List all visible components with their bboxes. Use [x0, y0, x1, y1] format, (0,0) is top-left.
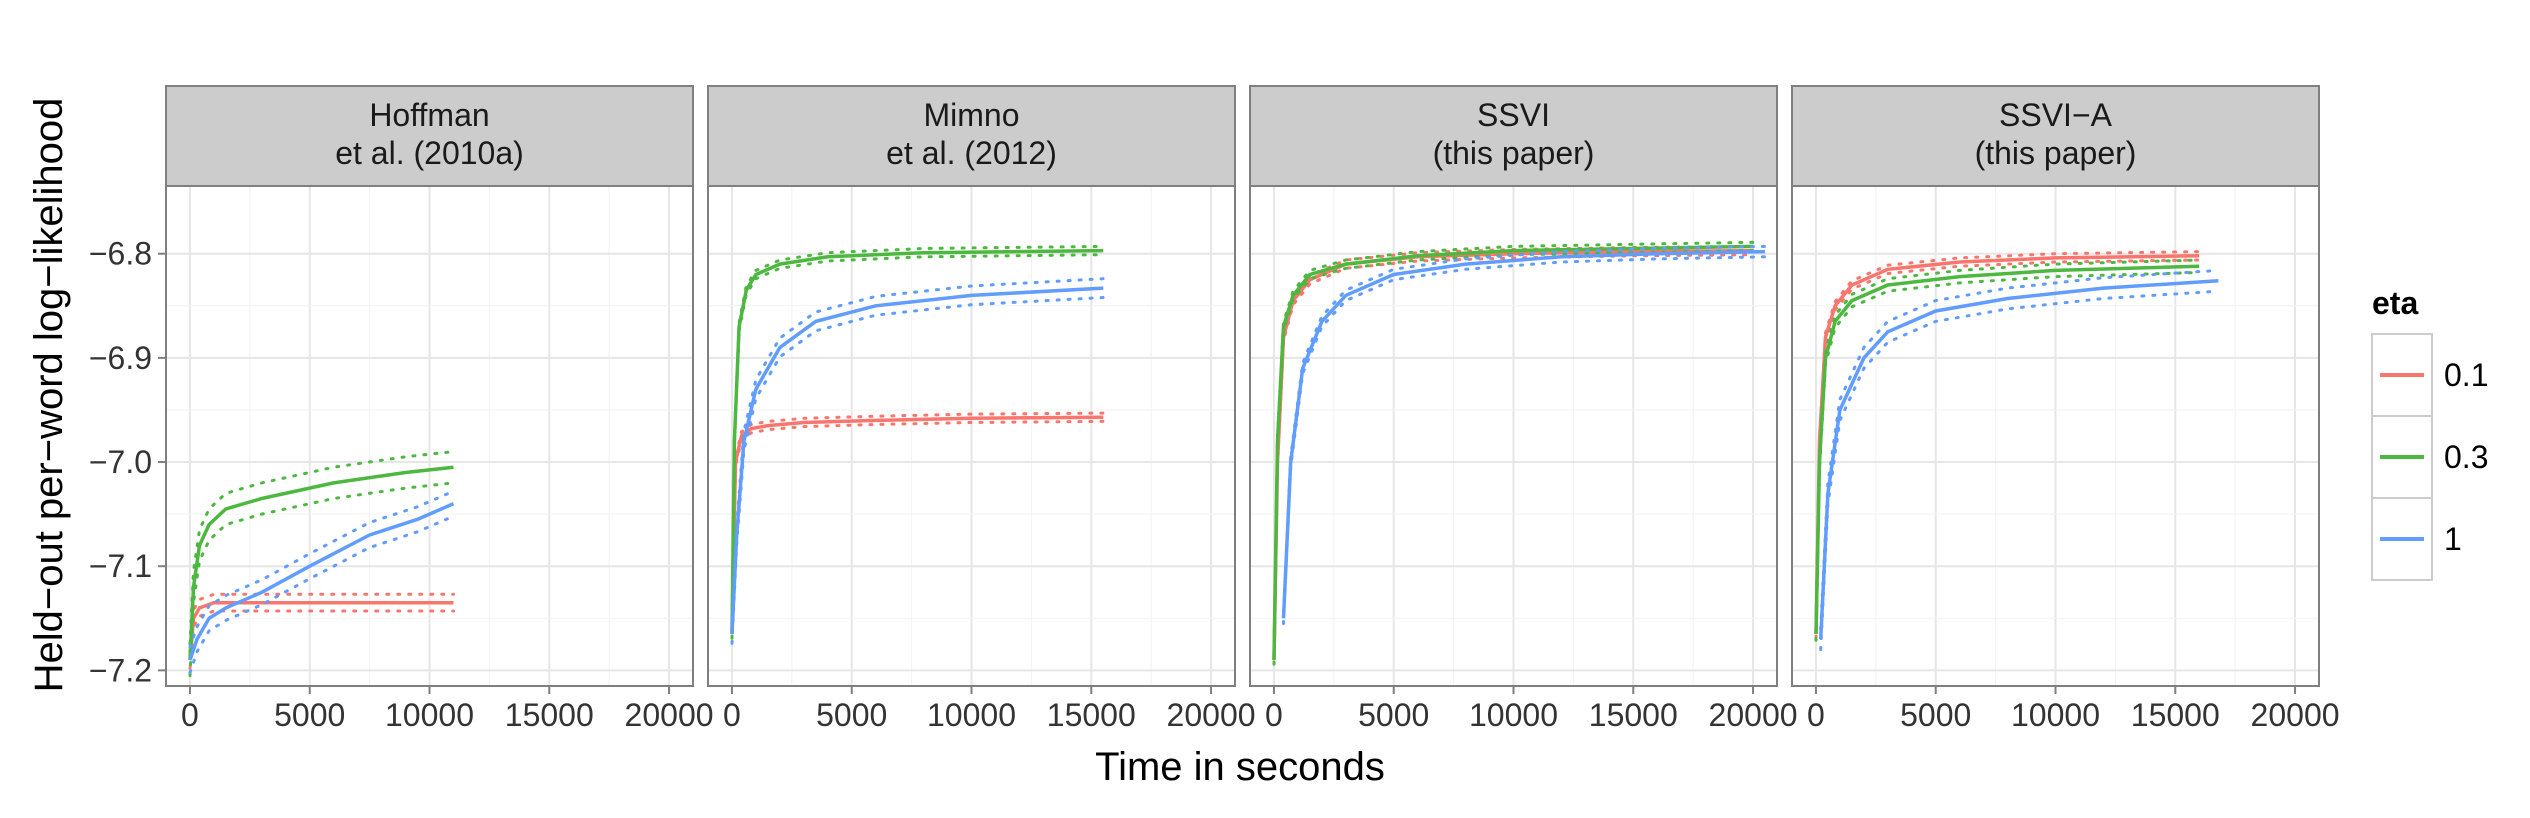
x-tick-label: 0 — [1807, 697, 1825, 733]
panel-title-line: SSVI−A — [1999, 97, 2113, 133]
legend-label: 0.1 — [2444, 357, 2488, 393]
x-tick-label: 5000 — [1900, 697, 1971, 733]
panel-title-line: et al. (2010a) — [335, 135, 524, 171]
x-axis: 0 5000 10000 15000 20000 — [723, 686, 1256, 733]
panel-title-line: et al. (2012) — [886, 135, 1057, 171]
series-lower-band — [188, 609, 455, 670]
x-tick-label: 20000 — [2251, 697, 2340, 733]
series-upper-band — [730, 277, 1105, 626]
series-eta-1 — [1281, 244, 1767, 625]
x-tick-label: 20000 — [1167, 697, 1256, 733]
x-axis: 0 5000 10000 15000 20000 — [1807, 686, 2340, 733]
series-upper-band — [188, 592, 455, 654]
x-tick-label: 10000 — [2011, 697, 2100, 733]
x-tick-label: 0 — [1265, 697, 1283, 733]
x-tick-label: 0 — [181, 697, 199, 733]
x-tick-label: 5000 — [1358, 697, 1429, 733]
series-upper-band — [1814, 258, 2201, 630]
strip-background — [707, 85, 1236, 187]
y-tick-label: −7.0 — [89, 444, 152, 480]
panel-4: SSVI−A(this paper) 0 5000 10000 15000 20000 — [1791, 85, 2340, 733]
x-tick-label: 0 — [723, 697, 741, 733]
panel-title-line: (this paper) — [1975, 135, 2137, 171]
series-line — [1818, 279, 2219, 640]
gridlines — [1250, 186, 1777, 686]
series-eta-0-3 — [188, 450, 455, 678]
x-tick-label: 15000 — [505, 697, 594, 733]
legend-title: eta — [2372, 285, 2418, 321]
y-axis-title: Held−out per−word log−likelihood — [27, 98, 71, 693]
panel-3: SSVI(this paper) 0 5000 10000 15000 20000 — [1249, 85, 1798, 733]
panel-title-line: Hoffman — [369, 97, 489, 133]
series-line — [1272, 244, 1754, 661]
strip-background — [165, 85, 694, 187]
x-tick-label: 10000 — [927, 697, 1016, 733]
legend: eta 0.1 0.3 1 — [2371, 285, 2488, 581]
series-line — [1814, 264, 2200, 634]
y-axis: −7.2 −7.1 −7.0 −6.9 −6.8 — [89, 236, 166, 688]
series-group — [188, 450, 455, 678]
strip-background — [1249, 85, 1778, 187]
series-line — [188, 465, 454, 661]
series-eta-1 — [1818, 268, 2220, 651]
series-eta-0-3 — [1272, 240, 1755, 666]
panel-title-line: SSVI — [1477, 97, 1550, 133]
x-tick-label: 15000 — [1047, 697, 1136, 733]
series-eta-1 — [188, 489, 455, 674]
series-upper-band — [188, 450, 455, 646]
x-tick-label: 15000 — [1589, 697, 1678, 733]
series-group — [730, 244, 1105, 645]
y-tick-label: −7.1 — [89, 548, 152, 584]
series-eta-0-3 — [1814, 258, 2201, 642]
legend-label: 1 — [2444, 521, 2462, 557]
series-lower-band — [1282, 255, 1767, 625]
series-line — [730, 248, 1104, 634]
y-tick-label: −7.2 — [89, 652, 152, 688]
legend-item-eta-0-1: 0.1 — [2371, 333, 2488, 417]
panel-strip: SSVI(this paper) — [1249, 85, 1778, 187]
series-lower-band — [730, 296, 1105, 645]
series-eta-0-1 — [730, 411, 1105, 640]
series-upper-band — [1282, 244, 1767, 615]
gridlines — [708, 186, 1235, 686]
series-lower-band — [1814, 271, 2201, 642]
x-tick-label: 15000 — [2131, 697, 2220, 733]
panel-strip: SSVI−A(this paper) — [1791, 85, 2320, 187]
panel-title-line: (this paper) — [1433, 135, 1595, 171]
x-tick-label: 20000 — [625, 697, 714, 733]
legend-item-eta-1: 1 — [2371, 497, 2462, 581]
x-axis-title: Time in seconds — [1095, 745, 1385, 789]
panel-title-line: Mimno — [923, 97, 1019, 133]
x-tick-label: 10000 — [1469, 697, 1558, 733]
series-line — [730, 415, 1104, 634]
x-axis: 0 5000 10000 15000 20000 — [181, 686, 714, 733]
series-eta-1 — [730, 277, 1105, 645]
series-lower-band — [188, 481, 455, 678]
series-eta-0-3 — [730, 244, 1105, 640]
x-tick-label: 5000 — [274, 697, 345, 733]
x-tick-label: 20000 — [1709, 697, 1798, 733]
x-tick-label: 10000 — [385, 697, 474, 733]
series-line — [730, 286, 1104, 634]
legend-label: 0.3 — [2444, 439, 2488, 475]
series-group — [1814, 250, 2220, 651]
y-tick-label: −6.8 — [89, 236, 152, 272]
y-tick-label: −6.9 — [89, 340, 152, 376]
legend-item-eta-0-3: 0.3 — [2371, 415, 2488, 499]
series-lower-band — [1272, 253, 1755, 666]
x-tick-label: 5000 — [816, 697, 887, 733]
series-line — [1281, 249, 1766, 619]
series-group — [1272, 240, 1767, 666]
x-axis: 0 5000 10000 15000 20000 — [1265, 686, 1798, 733]
series-line — [188, 502, 455, 661]
strip-background — [1791, 85, 2320, 187]
